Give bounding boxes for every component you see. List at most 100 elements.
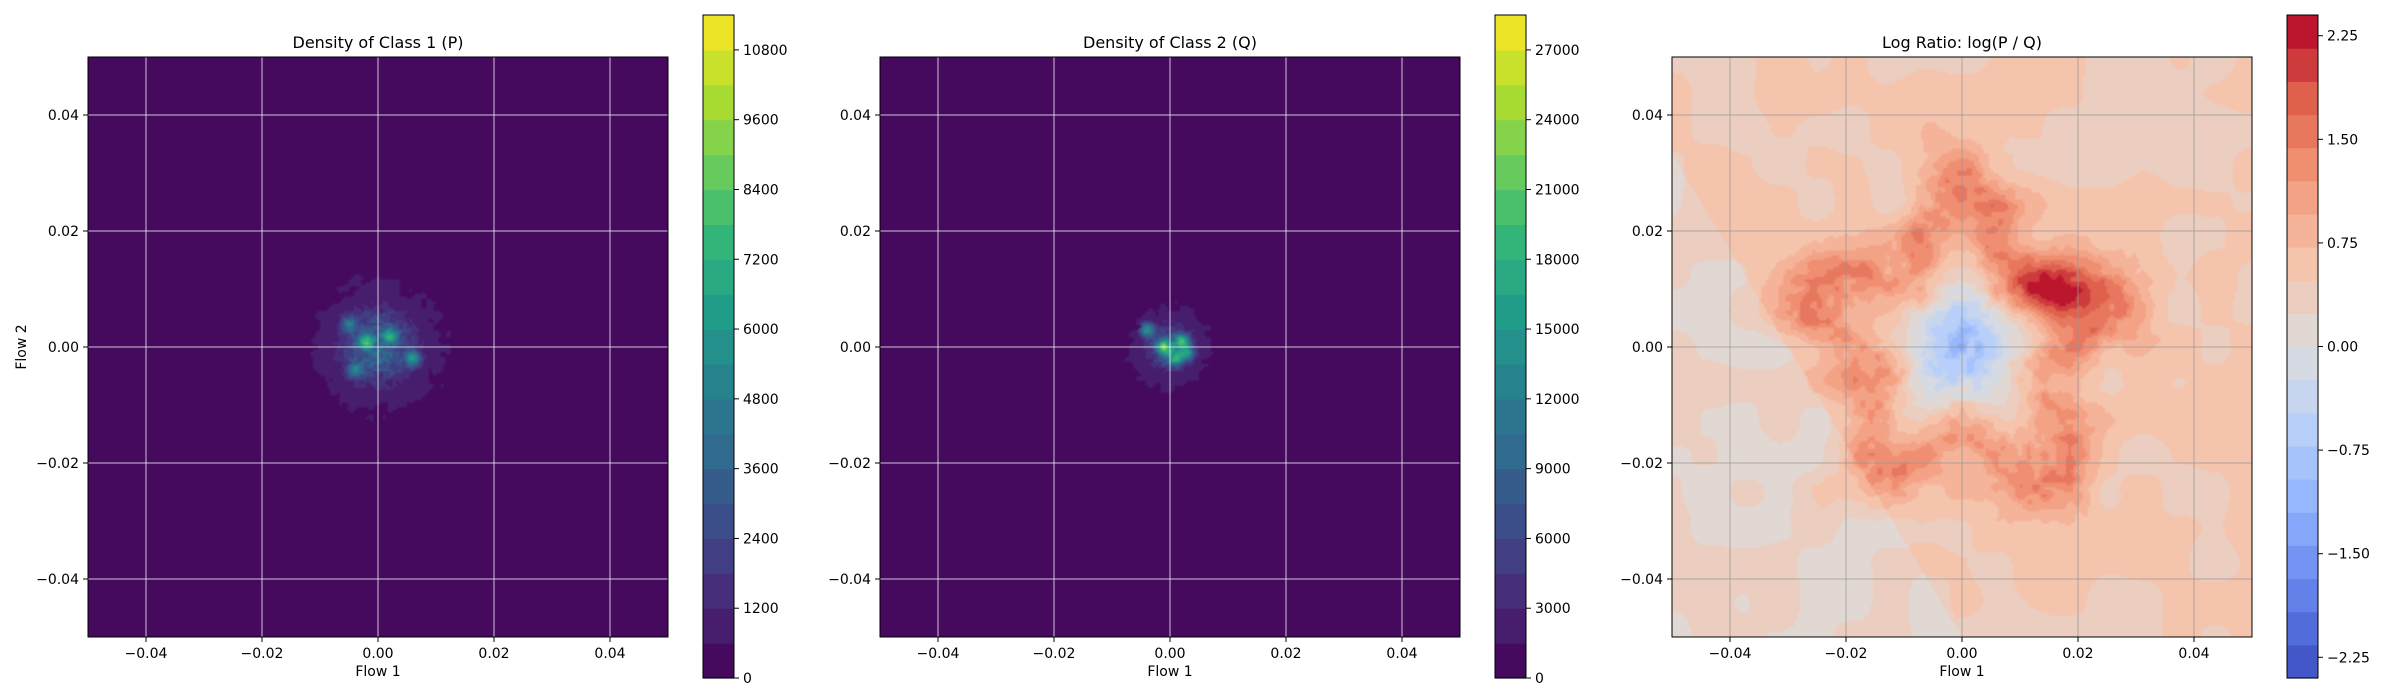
colorbar-ticks: −2.25 −1.50 −0.75 0.00 0.75 1.50 2.25	[2318, 29, 2370, 666]
colorbar-band	[703, 573, 734, 609]
gridlines	[1672, 57, 2252, 637]
colorbar-band	[2287, 280, 2318, 314]
colorbar-band	[2287, 611, 2318, 646]
colorbar-tick-label: 2.25	[2327, 29, 2358, 45]
x-tick-label: −0.04	[125, 646, 168, 662]
colorbar-band	[703, 503, 734, 540]
colorbar-band	[2287, 213, 2318, 248]
y-tick-label: 0.00	[840, 340, 871, 356]
y-tick-label: −0.04	[36, 572, 79, 588]
colorbar-band	[1495, 224, 1526, 260]
colorbar-tick-label: 1200	[743, 601, 779, 617]
colorbar-band	[2287, 81, 2318, 116]
colorbar-band	[1495, 573, 1526, 609]
y-tick-label: 0.02	[1632, 224, 1663, 240]
colorbar-band	[2287, 346, 2318, 381]
y-tick-label: 0.00	[48, 340, 79, 356]
x-tick-label: −0.04	[1709, 646, 1752, 662]
colorbar-band	[2287, 114, 2318, 149]
colorbar-tick-label: 10800	[743, 43, 788, 59]
colorbar-band	[703, 259, 734, 295]
colorbar-band	[1495, 538, 1526, 574]
colorbar-band	[2287, 15, 2318, 49]
colorbar-band	[703, 294, 734, 330]
x-tick-label: −0.02	[1825, 646, 1868, 662]
colorbar-band	[703, 608, 734, 644]
colorbar-tick-label: 21000	[1535, 182, 1580, 198]
y-tick-label: 0.02	[840, 224, 871, 240]
colorbar-band	[1495, 398, 1526, 435]
colorbar-band	[703, 224, 734, 260]
colorbar-band	[1495, 15, 1526, 51]
y-tick-label: 0.00	[1632, 340, 1663, 356]
colorbar-band	[1495, 643, 1526, 679]
x-tick-label: −0.02	[241, 646, 284, 662]
colorbar-tick-label: 2400	[743, 531, 779, 547]
colorbar-band	[703, 363, 734, 400]
colorbar-band	[2287, 578, 2318, 613]
colorbar-band	[1495, 189, 1526, 225]
colorbar-band	[1495, 503, 1526, 540]
y-tick-label: −0.04	[828, 572, 871, 588]
y-axis-ticks: −0.04 −0.02 0.00 0.02 0.04	[1620, 108, 1672, 588]
colorbar-band	[703, 189, 734, 225]
x-tick-label: 0.02	[2062, 646, 2093, 662]
gridlines	[88, 57, 668, 637]
colorbar-tick-label: 15000	[1535, 322, 1580, 338]
colorbar-band	[703, 329, 734, 365]
colorbar-band	[2287, 479, 2318, 513]
y-tick-label: 0.04	[48, 108, 79, 124]
colorbar-tick-label: 1.50	[2327, 132, 2358, 148]
colorbar-frame	[1494, 14, 1527, 679]
y-tick-label: 0.02	[48, 224, 79, 240]
y-axis-label: Flow 2	[14, 324, 30, 369]
x-axis-ticks: −0.04 −0.02 0.00 0.02 0.04	[1709, 637, 2210, 662]
colorbar-tick-label: 9000	[1535, 462, 1571, 478]
colorbar-tick-label: 12000	[1535, 392, 1580, 408]
colorbar-band	[703, 49, 734, 86]
x-axis-ticks: −0.04 −0.02 0.00 0.02 0.04	[917, 637, 1418, 662]
colorbar-band	[2287, 147, 2318, 182]
y-tick-label: 0.04	[1632, 108, 1663, 124]
colorbar-band	[703, 468, 734, 505]
colorbar-tick-label: 6000	[1535, 531, 1571, 547]
colorbar-ticks: 0 1200 2400 3600 4800 6000 7200 8400 9600 10800	[734, 43, 788, 687]
y-tick-label: −0.04	[1620, 572, 1663, 588]
colorbar-tick-label: 9600	[743, 113, 779, 129]
y-axis-ticks: −0.04 −0.02 0.00 0.02 0.04	[828, 108, 880, 588]
y-tick-label: 0.04	[840, 108, 871, 124]
colorbar-tick-label: 0	[743, 671, 752, 687]
colorbar-band	[2287, 512, 2318, 546]
x-tick-label: −0.04	[917, 646, 960, 662]
y-tick-label: −0.02	[828, 456, 871, 472]
x-tick-label: 0.00	[1946, 646, 1977, 662]
panel-class2-density: Density of Class 2 (Q) −0.04 −0.02 0.00 0.0…	[828, 14, 1580, 687]
colorbar-band	[2287, 545, 2318, 580]
colorbar-tick-label: 7200	[743, 252, 779, 268]
colorbar-band	[1495, 294, 1526, 330]
x-tick-label: 0.04	[2178, 646, 2209, 662]
colorbar-band	[703, 433, 734, 470]
colorbar-tick-label: 3600	[743, 462, 779, 478]
colorbar	[1494, 14, 1527, 679]
colorbar-band	[2287, 247, 2318, 281]
colorbar-tick-label: 3000	[1535, 601, 1571, 617]
colorbar-tick-label: 8400	[743, 182, 779, 198]
colorbar-tick-label: −2.25	[2327, 650, 2370, 666]
colorbar-band	[1495, 329, 1526, 365]
colorbar-tick-label: 27000	[1535, 43, 1580, 59]
colorbar-tick-label: 18000	[1535, 252, 1580, 268]
colorbar-band	[1495, 363, 1526, 400]
panel-title: Log Ratio: log(P / Q)	[1882, 33, 2042, 52]
colorbar-band	[1495, 84, 1526, 121]
colorbar-tick-label: 4800	[743, 392, 779, 408]
panel-title: Density of Class 2 (Q)	[1083, 33, 1257, 52]
colorbar-band	[1495, 154, 1526, 191]
colorbar-band	[703, 119, 734, 156]
colorbar-band	[2287, 180, 2318, 215]
colorbar-ticks: 0 3000 6000 9000 12000 15000 18000 21000 24000 27…	[1526, 43, 1580, 687]
colorbar-band	[703, 398, 734, 435]
x-tick-label: 0.04	[1386, 646, 1417, 662]
colorbar-band	[2287, 379, 2318, 414]
